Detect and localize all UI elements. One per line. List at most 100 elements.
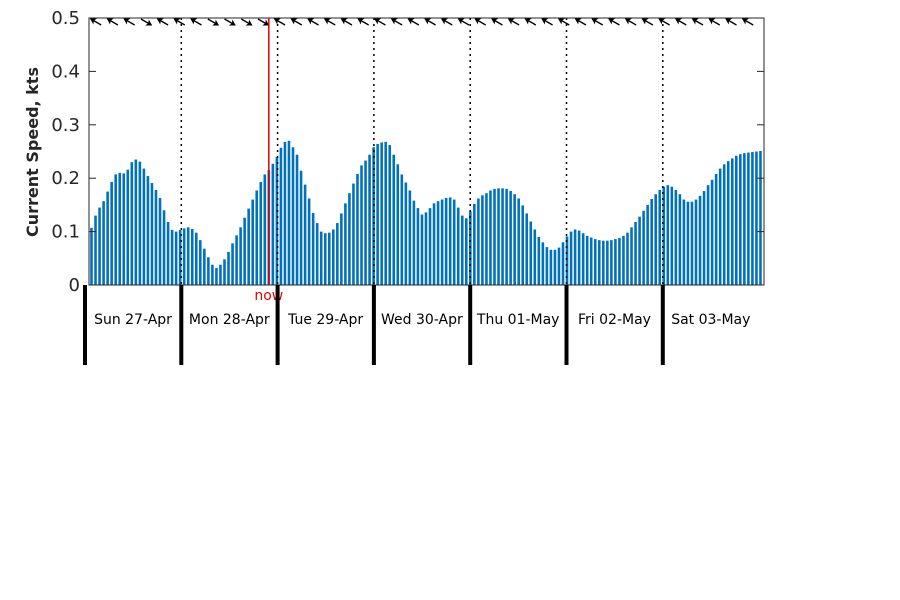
speed-bar — [569, 231, 573, 285]
speed-bar — [102, 201, 105, 285]
speed-bar — [327, 232, 331, 285]
direction-arrow — [173, 18, 186, 26]
speed-bar — [735, 155, 738, 285]
speed-bar — [396, 164, 400, 285]
speed-bar — [541, 242, 545, 285]
speed-bar — [658, 189, 662, 285]
speed-bar — [589, 237, 593, 285]
speed-bar — [593, 239, 597, 285]
speed-bar — [521, 205, 525, 285]
speed-bar — [319, 231, 323, 285]
direction-arrow — [658, 18, 670, 26]
y-axis: 0 0.1 0.2 0.3 0.4 0.5 — [51, 8, 764, 296]
speed-bar — [694, 199, 698, 285]
speed-bar — [368, 154, 371, 285]
speed-bar — [710, 179, 714, 285]
speed-bar — [174, 231, 178, 285]
direction-arrow — [474, 18, 487, 26]
direction-arrow — [558, 18, 570, 26]
speed-bar — [247, 208, 250, 285]
speed-bar — [315, 223, 319, 285]
speed-bar — [275, 156, 279, 285]
speed-bar — [614, 239, 617, 285]
speed-bar — [336, 223, 339, 285]
day-label: Thu 01-May — [476, 312, 560, 328]
day-label: Fri 02-May — [578, 312, 651, 328]
speed-bar — [638, 216, 641, 285]
speed-bar — [513, 194, 516, 285]
speed-bar — [106, 191, 109, 285]
direction-arrow — [390, 18, 403, 26]
direction-arrow — [641, 18, 654, 26]
speed-bar — [122, 173, 126, 285]
direction-arrow — [190, 18, 202, 26]
speed-bar — [634, 221, 637, 285]
direction-arrow — [608, 18, 620, 26]
day-dividers — [180, 18, 664, 285]
direction-arrow — [441, 18, 453, 26]
speed-bar — [287, 140, 291, 285]
speed-bar — [223, 259, 226, 285]
direction-arrow — [323, 18, 336, 26]
speed-bar — [537, 236, 541, 285]
y-tick-label: 0.5 — [51, 8, 80, 29]
direction-arrow — [407, 18, 420, 26]
speed-bar — [581, 233, 585, 285]
speed-bar — [690, 201, 694, 285]
speed-bar — [674, 189, 678, 285]
speed-bar — [307, 198, 311, 285]
speed-bar — [460, 215, 464, 285]
speed-bar — [726, 161, 730, 285]
speed-bar — [573, 229, 577, 285]
speed-bar — [602, 240, 605, 285]
direction-arrow — [273, 18, 286, 26]
speed-bar — [251, 199, 254, 285]
direction-arrow — [424, 18, 436, 26]
speed-bar — [332, 229, 335, 285]
speed-bar — [146, 176, 150, 285]
direction-arrow — [240, 18, 253, 26]
direction-arrows — [89, 18, 754, 26]
direction-arrow — [491, 18, 503, 26]
speed-bar — [497, 188, 500, 285]
speed-bar — [585, 235, 589, 285]
speed-bar — [714, 173, 718, 285]
speed-bar — [182, 228, 186, 285]
speed-bar — [666, 185, 670, 285]
speed-bar — [428, 208, 432, 285]
speed-bar — [227, 251, 230, 285]
speed-bar — [626, 232, 629, 285]
speed-bar — [239, 227, 242, 285]
speed-bar — [452, 199, 456, 285]
speed-bar — [485, 193, 488, 285]
speed-bar — [682, 199, 686, 285]
speed-bar — [170, 230, 174, 285]
speed-bar — [533, 229, 537, 285]
direction-arrow — [574, 18, 587, 26]
speed-bar — [464, 218, 468, 285]
speed-bar — [469, 211, 472, 285]
speed-bar — [747, 152, 750, 285]
day-label: Sun 27-Apr — [94, 312, 172, 328]
speed-bar — [670, 186, 674, 285]
y-tick-label: 0 — [69, 275, 80, 296]
day-label: Tue 29-Apr — [287, 312, 363, 328]
speed-bar — [344, 203, 347, 285]
speed-bar — [606, 240, 609, 285]
speed-bars — [90, 140, 762, 285]
speed-bar — [118, 172, 122, 285]
speed-bar — [190, 228, 194, 285]
speed-bar — [364, 160, 367, 285]
speed-bar — [150, 183, 154, 285]
speed-bar — [743, 153, 746, 285]
speed-bar — [642, 210, 645, 285]
direction-arrow — [624, 18, 637, 26]
direction-arrow — [140, 18, 153, 26]
speed-bar — [110, 181, 113, 285]
speed-bar — [618, 238, 621, 285]
y-tick-label: 0.2 — [51, 168, 80, 189]
direction-arrow — [541, 18, 553, 26]
speed-bar — [473, 203, 476, 285]
speed-bar — [283, 141, 287, 285]
speed-bar — [561, 242, 565, 285]
